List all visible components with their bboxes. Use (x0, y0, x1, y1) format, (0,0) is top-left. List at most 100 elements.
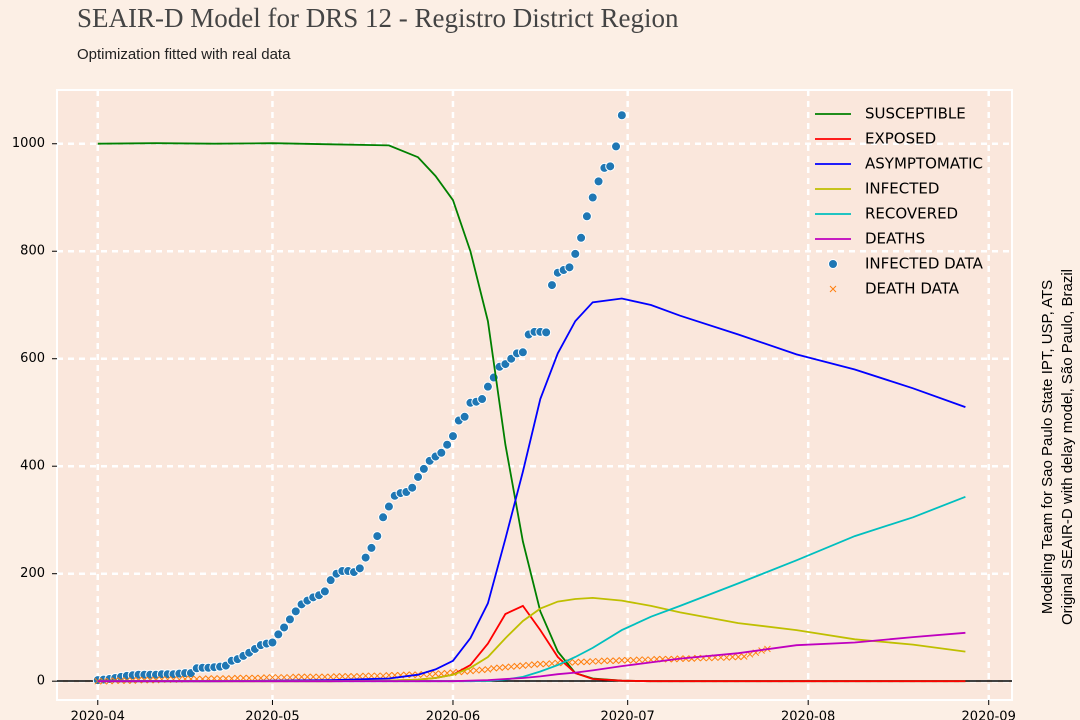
data-cross (135, 676, 142, 684)
data-cross (502, 663, 509, 671)
data-cross (618, 656, 626, 664)
data-point (447, 431, 458, 442)
data-cross (478, 666, 486, 674)
legend-swatch (829, 285, 837, 293)
data-cross (472, 667, 480, 674)
data-cross (624, 656, 632, 664)
data-point (587, 192, 598, 203)
data-cross (350, 672, 358, 680)
data-point (605, 161, 616, 172)
data-cross (595, 657, 602, 665)
y-tick-label: 1000 (12, 136, 45, 151)
x-tick-label: 2020-06 (426, 710, 480, 720)
data-cross (589, 657, 597, 665)
data-cross (507, 663, 515, 671)
data-cross (583, 658, 591, 666)
y-tick-label: 200 (20, 566, 45, 581)
data-cross (641, 656, 649, 664)
data-point (273, 629, 284, 640)
x-tick-label: 2020-08 (781, 710, 835, 720)
annotation: Modeling Team for Sao Paulo State IPT, U… (1039, 280, 1056, 614)
data-point (581, 211, 592, 222)
data-point (319, 586, 330, 597)
data-cross (94, 677, 102, 685)
data-point (407, 482, 418, 493)
data-cross (385, 671, 393, 679)
data-cross (146, 676, 154, 684)
data-cross (729, 653, 736, 661)
legend-label: DEATHS (865, 230, 925, 248)
legend-label: INFECTED (865, 180, 939, 198)
data-cross (635, 656, 643, 664)
data-point (546, 280, 557, 291)
data-cross (432, 670, 439, 678)
data-cross (606, 657, 614, 665)
data-point (418, 463, 429, 474)
plot-area (56, 89, 1013, 701)
data-cross (152, 676, 160, 684)
data-cross (612, 657, 620, 665)
data-cross (280, 674, 288, 681)
data-cross (734, 653, 742, 661)
x-tick-label: 2020-04 (71, 710, 125, 720)
data-cross (368, 672, 375, 680)
y-tick-label: 400 (20, 459, 45, 474)
data-point (436, 447, 447, 458)
data-point (611, 141, 622, 152)
data-cross (519, 662, 527, 669)
data-point (576, 232, 587, 243)
data-cross (304, 673, 311, 681)
data-cross (571, 659, 579, 666)
data-cross (525, 661, 533, 669)
data-point (372, 531, 383, 542)
data-cross (274, 674, 282, 681)
data-cross (327, 673, 335, 681)
data-cross (333, 672, 340, 680)
data-cross (601, 657, 608, 665)
y-tick-label: 0 (37, 674, 45, 689)
chart-subtitle: Optimization fitted with real data (77, 46, 291, 63)
legend-swatch (828, 259, 838, 269)
data-point (459, 411, 470, 422)
data-cross (723, 654, 731, 661)
x-tick-label: 2020-07 (601, 710, 655, 720)
data-cross (542, 660, 550, 668)
data-point (482, 381, 493, 392)
data-point (284, 614, 295, 625)
data-cross (373, 672, 381, 680)
data-cross (292, 673, 300, 681)
data-cross (286, 674, 294, 681)
data-cross (338, 672, 346, 680)
data-cross (245, 674, 253, 682)
data-cross (140, 676, 148, 684)
data-point (325, 575, 336, 586)
data-point (354, 563, 365, 574)
data-point (442, 439, 453, 450)
data-cross (234, 674, 241, 682)
data-point (477, 394, 488, 405)
x-tick-label: 2020-05 (245, 710, 299, 720)
data-point (413, 471, 424, 482)
data-point (290, 606, 301, 617)
data-cross (548, 660, 556, 667)
data-point (616, 110, 627, 121)
data-cross (531, 661, 538, 668)
data-point (279, 622, 290, 633)
data-cross (362, 672, 369, 680)
legend-label: DEATH DATA (865, 280, 960, 298)
legend-label: ASYMPTOMATIC (865, 155, 983, 173)
data-cross (298, 673, 305, 681)
data-cross (577, 658, 585, 666)
series-line (97, 297, 966, 683)
data-cross (630, 656, 637, 664)
data-cross (490, 664, 498, 672)
data-cross (269, 674, 276, 681)
data-cross (740, 653, 748, 660)
data-cross (536, 660, 544, 668)
data-cross (513, 662, 521, 670)
data-point (541, 327, 552, 338)
legend-label: EXPOSED (865, 130, 936, 148)
y-tick-label: 600 (20, 351, 45, 366)
